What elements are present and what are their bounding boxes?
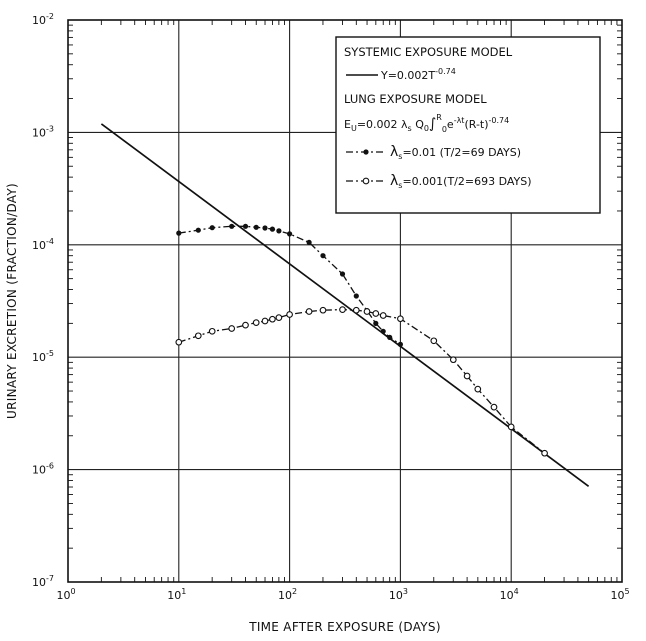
data-point-lambda_0.001: [305, 308, 313, 315]
data-point-lambda_0.001: [397, 315, 404, 323]
data-point-lambda_0.001: [269, 315, 276, 323]
data-point-lambda_0.001: [242, 321, 249, 329]
minor-ticks: [68, 20, 622, 582]
data-point-lambda_0.01: [320, 253, 326, 259]
data-point-lambda_0.01: [242, 223, 249, 229]
series-layer: [100, 123, 590, 487]
data-point-lambda_0.01: [287, 231, 293, 237]
data-point-lambda_0.01: [373, 320, 379, 326]
x-tick-label: 101: [167, 587, 186, 602]
y-tick-label: 10-3: [32, 124, 54, 139]
data-point-lambda_0.001: [175, 338, 183, 346]
data-point-lambda_0.001: [228, 325, 236, 332]
data-point-lambda_0.001: [541, 449, 548, 457]
data-point-lambda_0.001: [319, 306, 327, 314]
x-tick-label: 102: [278, 587, 297, 602]
legend-box: [335, 36, 601, 214]
series-line-systemic: [100, 123, 590, 487]
data-point-lambda_0.001: [449, 356, 457, 364]
data-point-lambda_0.01: [262, 225, 268, 231]
data-point-lambda_0.001: [474, 385, 482, 393]
data-point-lambda_0.01: [176, 230, 182, 236]
data-point-lambda_0.01: [209, 225, 215, 231]
y-axis-title: URINARY EXCRETION (FRACTION/DAY): [5, 183, 19, 419]
data-point-lambda_0.01: [195, 227, 201, 233]
data-point-lambda_0.01: [229, 223, 235, 229]
y-tick-label: 10-4: [32, 237, 54, 252]
data-point-lambda_0.01: [253, 224, 259, 230]
legend-series1-label: λs=0.01 (T/2=69 DAYS): [390, 144, 521, 161]
data-point-lambda_0.001: [286, 311, 293, 318]
data-point-lambda_0.001: [352, 306, 360, 314]
x-tick-label: 103: [389, 587, 408, 602]
y-tick-label: 10-7: [32, 574, 54, 589]
legend-systemic-header: SYSTEMIC EXPOSURE MODEL: [344, 45, 513, 59]
data-point-lambda_0.001: [339, 306, 346, 313]
data-point-lambda_0.01: [353, 293, 359, 299]
x-tick-label: 100: [56, 587, 75, 602]
data-point-lambda_0.01: [269, 226, 275, 232]
legend: SYSTEMIC EXPOSURE MODEL Y=0.002T-0.74 LU…: [335, 36, 601, 214]
data-point-lambda_0.01: [380, 328, 386, 334]
legend-lung-header: LUNG EXPOSURE MODEL: [344, 92, 487, 106]
plot-frame: [67, 19, 623, 583]
data-point-lambda_0.01: [339, 271, 346, 277]
data-point-lambda_0.001: [363, 308, 371, 315]
data-point-lambda_0.001: [490, 403, 498, 411]
x-axis-title: TIME AFTER EXPOSURE (DAYS): [248, 620, 441, 634]
legend-series2-marker: [362, 177, 370, 185]
data-point-lambda_0.001: [261, 317, 269, 325]
data-point-lambda_0.001: [194, 332, 202, 340]
data-point-lambda_0.01: [306, 239, 312, 245]
data-point-lambda_0.01: [387, 334, 393, 340]
x-tick-label: 104: [500, 587, 519, 602]
data-point-lambda_0.001: [430, 337, 438, 345]
data-point-lambda_0.001: [372, 310, 380, 317]
data-point-lambda_0.001: [275, 314, 283, 321]
y-tick-label: 10-6: [32, 462, 54, 477]
y-tick-label: 10-2: [32, 12, 54, 27]
data-point-lambda_0.001: [252, 319, 260, 326]
data-point-lambda_0.001: [379, 312, 387, 319]
legend-systemic-equation: Y=0.002T-0.74: [380, 67, 456, 82]
y-tick-labels: 10-7 10-6 10-5 10-4 10-3 10-2: [32, 12, 54, 589]
data-point-lambda_0.001: [463, 372, 471, 380]
legend-lung-equation: EU=0.002 λs Q0∫R0e-λt(R-t)-0.74: [344, 113, 509, 134]
y-tick-label: 10-5: [32, 349, 54, 364]
data-point-lambda_0.01: [397, 341, 403, 347]
data-point-lambda_0.001: [507, 423, 515, 431]
x-tick-label: 105: [610, 587, 629, 602]
legend-series2-label: λs=0.001(T/2=693 DAYS): [390, 173, 532, 190]
x-tick-labels: 100 101 102 103 104 105: [56, 587, 629, 602]
legend-series1-marker: [363, 149, 369, 155]
data-point-lambda_0.01: [276, 228, 282, 234]
data-point-lambda_0.001: [208, 327, 216, 335]
